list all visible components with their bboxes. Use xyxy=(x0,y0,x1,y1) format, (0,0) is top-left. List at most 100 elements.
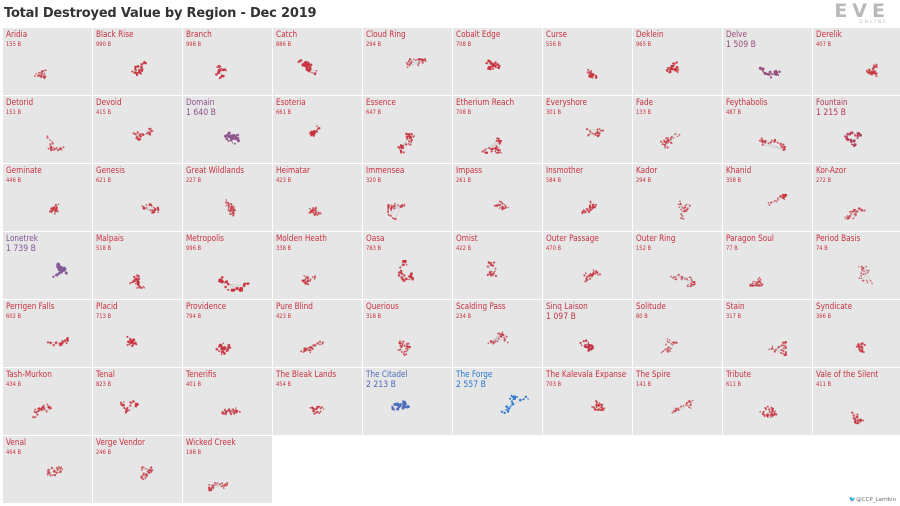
system-dot xyxy=(134,402,138,406)
region-cell: Deklein 965 B xyxy=(633,28,722,95)
system-dot xyxy=(141,466,144,469)
region-value: 713 B xyxy=(96,313,112,320)
system-dot xyxy=(319,212,322,215)
system-dot xyxy=(399,403,402,406)
system-dot xyxy=(210,488,213,491)
system-dot xyxy=(66,337,68,340)
system-dot xyxy=(406,343,408,346)
system-dot xyxy=(48,470,51,474)
system-dot xyxy=(598,402,601,404)
system-dot xyxy=(218,349,220,352)
system-dot xyxy=(407,143,410,145)
system-dot xyxy=(860,208,863,211)
region-cell: Cloud Ring 294 B xyxy=(363,28,452,95)
region-value: 155 B xyxy=(6,41,22,48)
system-dot xyxy=(775,348,777,351)
system-dot xyxy=(593,270,595,273)
system-dot xyxy=(405,345,409,348)
system-dot xyxy=(136,286,139,289)
system-dot xyxy=(855,345,858,348)
system-dot xyxy=(862,273,865,276)
system-dot xyxy=(56,210,59,213)
system-dot xyxy=(218,66,220,69)
system-dot xyxy=(668,139,671,142)
system-dot xyxy=(405,278,407,281)
system-dot xyxy=(856,420,860,423)
region-value: 338 B xyxy=(276,245,292,252)
system-dot xyxy=(516,396,518,398)
system-dot xyxy=(782,143,785,146)
system-dot xyxy=(862,419,865,422)
system-dot xyxy=(766,72,770,76)
system-dot xyxy=(490,151,493,153)
region-name: Pure Blind xyxy=(276,302,313,312)
system-dot xyxy=(667,348,670,351)
system-dot xyxy=(317,212,320,215)
system-dot xyxy=(669,347,672,350)
system-dot xyxy=(417,64,420,67)
system-dot xyxy=(872,69,875,71)
region-name: Cloud Ring xyxy=(366,30,406,40)
system-dot xyxy=(134,71,136,73)
chart-title: Total Destroyed Value by Region - Dec 20… xyxy=(4,6,317,21)
system-dot xyxy=(594,272,597,275)
system-dot xyxy=(47,468,50,472)
system-dot xyxy=(677,68,680,71)
system-dot xyxy=(779,195,782,198)
system-dot xyxy=(49,139,51,141)
system-dot xyxy=(208,483,211,486)
system-dot xyxy=(874,72,877,76)
region-name: Omist xyxy=(456,234,478,244)
system-dot xyxy=(63,269,65,272)
system-dot xyxy=(487,261,491,264)
system-dot xyxy=(682,404,685,407)
system-dot xyxy=(767,413,769,416)
system-dot xyxy=(486,265,489,268)
region-value: 647 B xyxy=(366,109,382,116)
system-dot xyxy=(503,336,505,339)
system-dot xyxy=(391,405,394,408)
system-dot xyxy=(404,143,408,146)
system-dot xyxy=(490,148,493,151)
system-dot xyxy=(858,347,861,350)
region-cell: Outer Ring 152 B xyxy=(633,232,722,299)
system-dot xyxy=(490,264,493,267)
system-dot xyxy=(685,277,689,281)
system-dot xyxy=(235,287,239,291)
system-dot xyxy=(763,414,766,418)
system-dot xyxy=(312,134,315,137)
system-dot xyxy=(237,134,240,136)
system-dot xyxy=(230,410,232,412)
system-dot xyxy=(315,70,318,72)
system-dot xyxy=(410,141,413,144)
system-dot xyxy=(778,70,781,74)
system-dot xyxy=(783,341,786,344)
system-dot xyxy=(598,273,602,276)
system-dot xyxy=(134,65,137,69)
system-dot xyxy=(601,404,604,406)
system-dot xyxy=(856,210,859,213)
region-map xyxy=(843,131,862,147)
system-dot xyxy=(319,410,322,413)
system-dot xyxy=(405,61,408,64)
region-name: Wicked Creek xyxy=(186,438,236,448)
system-dot xyxy=(785,194,787,196)
system-dot xyxy=(596,402,598,404)
system-dot xyxy=(389,214,392,217)
system-dot xyxy=(690,276,692,279)
region-name: Providence xyxy=(186,302,227,312)
system-dot xyxy=(54,147,56,150)
system-dot xyxy=(225,204,228,207)
system-dot xyxy=(500,152,502,154)
region-value: 661 B xyxy=(276,109,292,116)
jump-link xyxy=(780,345,784,354)
jump-link xyxy=(768,201,777,203)
system-dot xyxy=(867,272,869,274)
system-dot xyxy=(775,200,778,203)
system-dot xyxy=(408,346,411,348)
system-dot xyxy=(399,266,402,269)
system-dot xyxy=(142,63,144,65)
region-value: 1 215 B xyxy=(816,108,846,118)
system-dot xyxy=(494,146,497,149)
system-dot xyxy=(151,469,154,472)
